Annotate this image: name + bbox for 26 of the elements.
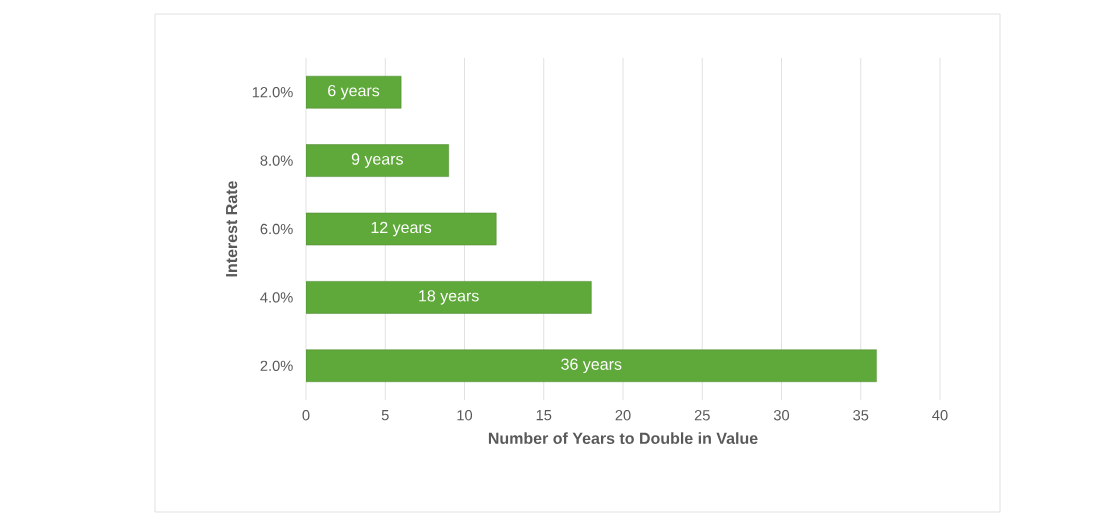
- y-tick-label: 8.0%: [260, 155, 293, 166]
- data-label: 18 years: [419, 290, 479, 305]
- x-tick-label: 40: [932, 410, 948, 421]
- x-tick-label: 30: [773, 410, 790, 421]
- x-tick-label: 15: [536, 410, 552, 421]
- x-tick-label: 10: [457, 410, 473, 421]
- bar: [306, 281, 592, 314]
- x-tick-label: 5: [381, 410, 389, 421]
- y-tick-label: 12.0%: [252, 87, 293, 98]
- y-tick-label: 6.0%: [260, 223, 293, 235]
- x-axis-title: Number of Years to Double in Value: [488, 432, 758, 444]
- bar: [306, 349, 877, 383]
- x-tick-label: 25: [694, 410, 710, 421]
- data-label: 6 years: [328, 84, 380, 100]
- y-tick-label: 2.0%: [260, 360, 293, 371]
- x-tick-label: 0: [302, 410, 310, 421]
- x-tick-label: 20: [615, 410, 631, 421]
- data-label: 12 years: [371, 221, 432, 237]
- data-label: 36 years: [561, 358, 622, 374]
- bar: [306, 75, 402, 109]
- bar: [306, 144, 449, 177]
- x-tick-label: 35: [853, 410, 869, 421]
- data-label: 9 years: [351, 153, 403, 168]
- bar: [306, 212, 497, 246]
- y-tick-label: 4.0%: [260, 292, 293, 303]
- y-axis-title: Interest Rate: [226, 181, 238, 277]
